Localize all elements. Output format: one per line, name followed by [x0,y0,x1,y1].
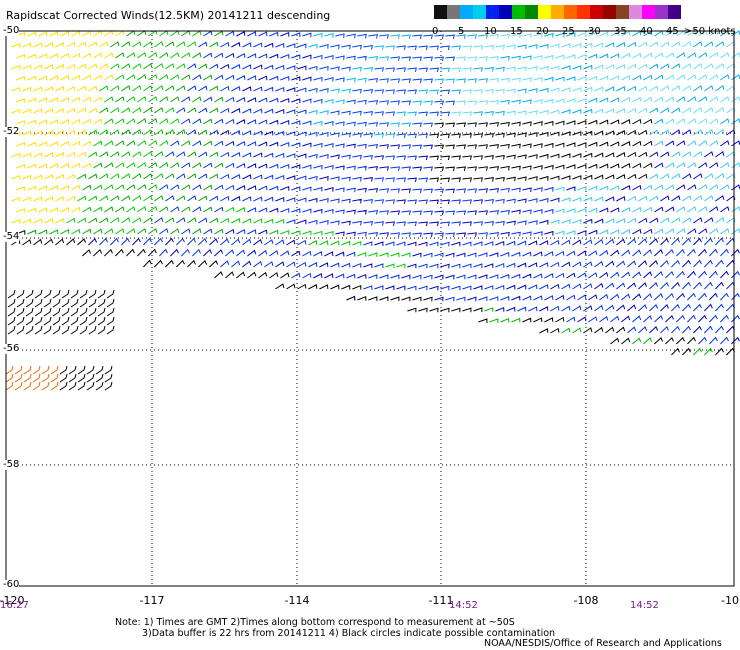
color-swatch [642,5,655,19]
x-tick-label: -111 [428,594,454,607]
color-swatch [473,5,486,19]
color-swatch [512,5,525,19]
credit-line: NOAA/NESDIS/Office of Research and Appli… [484,638,722,649]
wind-barb-group [99,30,740,345]
time-label: 16:27 [0,600,29,611]
color-swatch [551,5,564,19]
y-tick-label: -54 [3,231,20,242]
note-line-1: Note: 1) Times are GMT 2)Times along bot… [115,617,515,628]
color-swatch [629,5,642,19]
notes: Note: 1) Times are GMT 2)Times along bot… [115,617,555,639]
wind-barb-group [154,30,224,235]
wind-barb-group [7,118,735,391]
scale-tick-label: 35 [614,26,627,37]
x-tick-label: -120 [0,594,25,607]
y-tick-label: -58 [3,459,20,470]
y-tick-label: -50 [3,25,20,36]
scale-tick-label: 45 [666,26,679,37]
color-swatch [434,5,447,19]
x-tick-label: -108 [573,594,599,607]
wind-barbs [5,30,740,391]
map-title: Rapidscat Corrected Winds(12.5KM) 201412… [6,9,331,22]
wind-barb-group [550,129,740,236]
scale-tick-label: 15 [510,26,523,37]
note-line-2: 3)Data buffer is 22 hrs from 20141211 4)… [142,628,556,639]
color-swatch [616,5,629,19]
wind-barb-group [308,33,455,139]
time-label: 14:52 [449,600,478,611]
y-tick-label: -52 [3,126,20,137]
scale-tick-label: 0 [432,26,439,37]
y-tick-label: -60 [3,579,20,590]
scale-tick-label: 5 [458,26,465,37]
color-swatch [460,5,473,19]
x-tick-label: -117 [139,594,165,607]
color-swatch [603,5,616,19]
color-swatch [525,5,538,19]
color-swatch [486,5,499,19]
color-swatch [590,5,603,19]
wind-barb-group [308,32,455,138]
map-frame [5,30,735,587]
wind-barb-group [5,365,59,391]
color-swatch [668,5,681,19]
time-label: 14:52 [630,600,659,611]
color-swatch [564,5,577,19]
color-swatch [499,5,512,19]
scale-tick-label: 30 [588,26,601,37]
color-swatch [538,5,551,19]
color-swatch [655,5,668,19]
scale-tick-label: 10 [484,26,497,37]
color-swatch [447,5,460,19]
scale-tick-label: 20 [536,26,549,37]
x-tick-label: -114 [284,594,310,607]
x-tick-label: -10 [721,594,739,607]
scale-tick-label: 25 [562,26,575,37]
scale-tick-label: 40 [640,26,653,37]
wind-barb-group [484,307,713,356]
wind-barb-group [88,31,740,345]
wind-barb-group [550,129,740,235]
y-tick-label: -56 [3,343,20,354]
wind-barb-group [27,30,224,235]
color-swatch [577,5,590,19]
scale-top-label: >50 knots [684,26,736,37]
wind-barb-group [11,30,125,224]
